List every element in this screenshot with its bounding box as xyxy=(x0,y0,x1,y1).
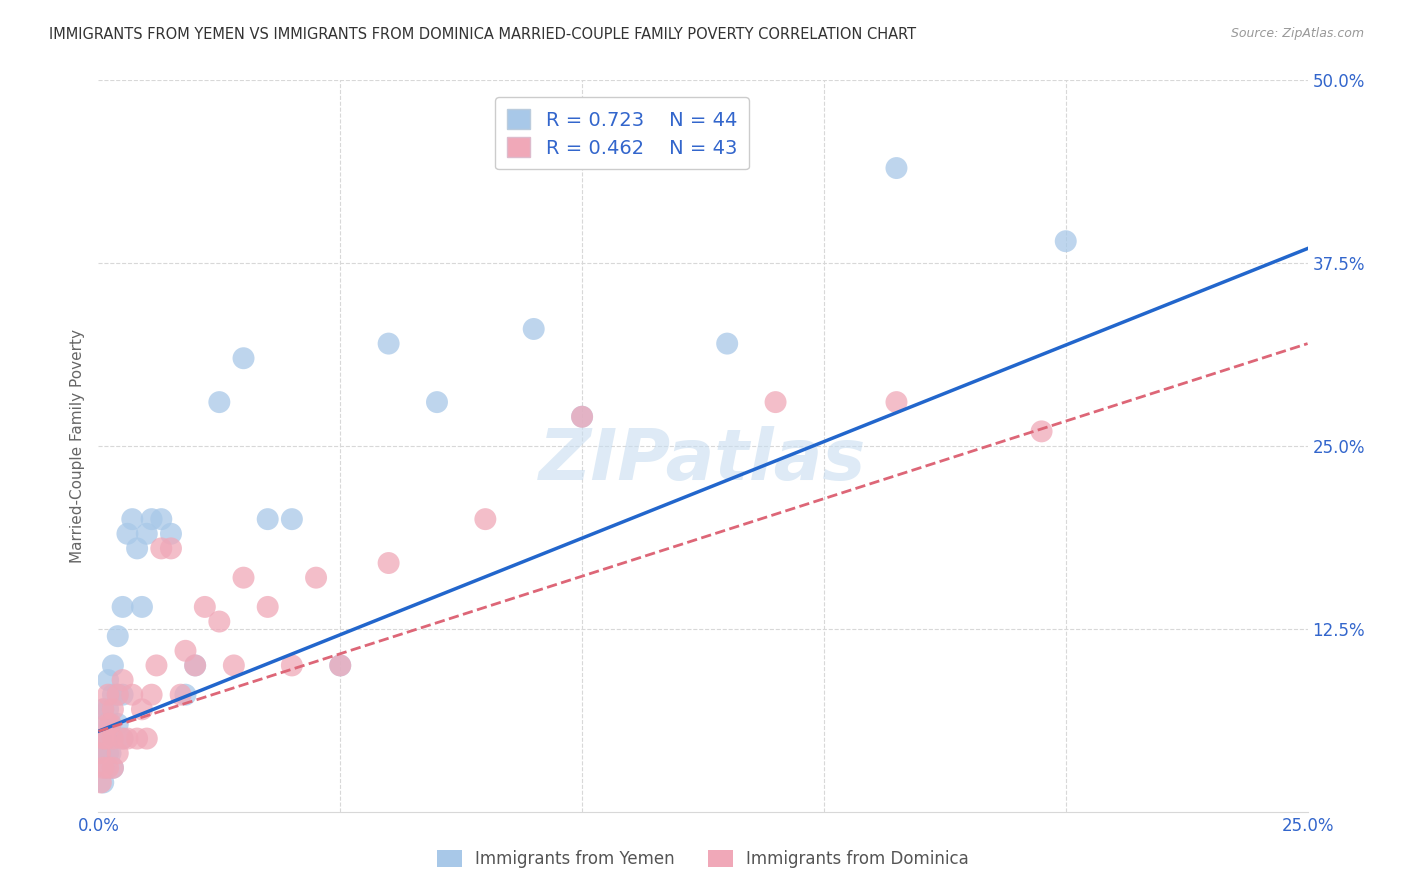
Point xyxy=(305,571,328,585)
Point xyxy=(101,658,124,673)
Point xyxy=(101,731,124,746)
Point xyxy=(329,658,352,673)
Point xyxy=(141,512,163,526)
Point xyxy=(101,702,124,716)
Point xyxy=(716,336,738,351)
Legend: R = 0.723    N = 44, R = 0.462    N = 43: R = 0.723 N = 44, R = 0.462 N = 43 xyxy=(495,97,748,169)
Point xyxy=(107,629,129,643)
Point xyxy=(426,395,449,409)
Point xyxy=(101,731,124,746)
Point xyxy=(111,731,134,746)
Legend: Immigrants from Yemen, Immigrants from Dominica: Immigrants from Yemen, Immigrants from D… xyxy=(430,843,976,875)
Point xyxy=(117,526,139,541)
Point xyxy=(107,746,129,760)
Point xyxy=(89,746,111,760)
Point xyxy=(111,599,134,614)
Point xyxy=(100,746,122,760)
Point xyxy=(184,658,207,673)
Point xyxy=(94,761,117,775)
Point xyxy=(160,526,183,541)
Point xyxy=(91,731,114,746)
Point xyxy=(765,395,787,409)
Point xyxy=(111,731,134,746)
Text: ZIPatlas: ZIPatlas xyxy=(540,426,866,495)
Point xyxy=(886,395,908,409)
Point xyxy=(150,541,173,556)
Point xyxy=(121,688,143,702)
Point xyxy=(101,761,124,775)
Point xyxy=(174,644,197,658)
Point xyxy=(97,702,120,716)
Point xyxy=(145,658,167,673)
Point xyxy=(256,512,278,526)
Point xyxy=(97,746,120,760)
Point xyxy=(97,761,120,775)
Point xyxy=(329,658,352,673)
Point xyxy=(232,571,254,585)
Point xyxy=(91,702,114,716)
Point xyxy=(377,336,399,351)
Point xyxy=(281,658,304,673)
Point xyxy=(107,688,129,702)
Point xyxy=(107,717,129,731)
Point xyxy=(150,512,173,526)
Point xyxy=(571,409,593,424)
Point xyxy=(131,702,153,716)
Point xyxy=(101,761,124,775)
Point xyxy=(107,688,129,702)
Point xyxy=(121,512,143,526)
Point xyxy=(886,161,908,175)
Point xyxy=(97,688,120,702)
Point xyxy=(194,599,217,614)
Point xyxy=(111,688,134,702)
Point xyxy=(117,731,139,746)
Text: Source: ZipAtlas.com: Source: ZipAtlas.com xyxy=(1230,27,1364,40)
Point xyxy=(90,746,112,760)
Y-axis label: Married-Couple Family Poverty: Married-Couple Family Poverty xyxy=(69,329,84,563)
Point xyxy=(91,761,114,775)
Point xyxy=(135,526,157,541)
Point xyxy=(281,512,304,526)
Point xyxy=(160,541,183,556)
Point xyxy=(474,512,496,526)
Point xyxy=(94,731,117,746)
Point xyxy=(91,775,114,789)
Point xyxy=(208,615,231,629)
Point xyxy=(97,717,120,731)
Point xyxy=(100,717,122,731)
Point xyxy=(91,731,114,746)
Point xyxy=(101,688,124,702)
Point xyxy=(571,409,593,424)
Point xyxy=(141,688,163,702)
Point xyxy=(97,731,120,746)
Point xyxy=(174,688,197,702)
Point xyxy=(135,731,157,746)
Point xyxy=(222,658,245,673)
Point xyxy=(232,351,254,366)
Point xyxy=(90,775,112,789)
Point xyxy=(169,688,191,702)
Point xyxy=(100,717,122,731)
Point xyxy=(1054,234,1077,248)
Point xyxy=(377,556,399,570)
Point xyxy=(111,673,134,687)
Point xyxy=(256,599,278,614)
Point xyxy=(97,673,120,687)
Point xyxy=(208,395,231,409)
Point xyxy=(131,599,153,614)
Point xyxy=(127,541,149,556)
Point xyxy=(127,731,149,746)
Point xyxy=(1031,425,1053,439)
Point xyxy=(94,717,117,731)
Point xyxy=(91,702,114,716)
Point xyxy=(184,658,207,673)
Text: IMMIGRANTS FROM YEMEN VS IMMIGRANTS FROM DOMINICA MARRIED-COUPLE FAMILY POVERTY : IMMIGRANTS FROM YEMEN VS IMMIGRANTS FROM… xyxy=(49,27,917,42)
Point xyxy=(523,322,546,336)
